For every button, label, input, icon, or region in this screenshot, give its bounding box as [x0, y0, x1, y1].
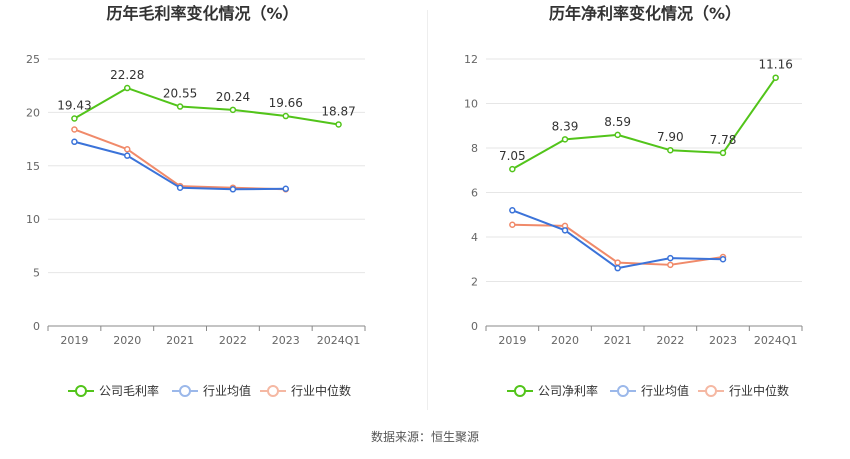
x-tick-label: 2019 — [498, 334, 526, 347]
y-tick-label: 20 — [26, 106, 40, 119]
chart-title-gross-margin: 历年毛利率变化情况（%） — [106, 4, 299, 23]
net-data-point — [772, 74, 779, 81]
net-data-point — [719, 149, 727, 157]
gross-series-line-0 — [73, 87, 339, 126]
y-tick-label: 10 — [464, 98, 478, 111]
gross-data-point — [229, 106, 237, 114]
legend-swatch-marker — [617, 385, 629, 397]
legend-label: 行业中位数 — [291, 383, 351, 398]
net-data-label: 11.16 — [758, 58, 792, 72]
x-tick-label: 2020 — [551, 334, 579, 347]
y-tick-label: 0 — [471, 320, 478, 333]
net-data-point — [614, 259, 621, 266]
gross-data-label: 19.66 — [269, 96, 303, 110]
y-tick-label: 25 — [26, 53, 40, 66]
legend-swatch-marker — [267, 385, 279, 397]
y-tick-label: 5 — [33, 267, 40, 280]
legend-swatch-marker — [75, 385, 87, 397]
gross-data-point — [124, 84, 131, 92]
y-tick-label: 12 — [464, 53, 478, 66]
legend-swatch-marker — [705, 385, 717, 397]
x-tick-label: 2019 — [60, 334, 88, 347]
x-tick-label: 2021 — [604, 334, 632, 347]
gross-data-label: 19.43 — [57, 98, 91, 112]
net-data-point — [667, 261, 674, 269]
legend-label: 行业中位数 — [729, 383, 789, 398]
gross-data-label: 20.24 — [216, 90, 250, 104]
gross-data-point — [71, 138, 78, 146]
x-tick-label: 2024Q1 — [317, 334, 361, 347]
y-tick-label: 0 — [33, 320, 40, 333]
gross-data-point — [229, 186, 237, 193]
net-data-point — [719, 256, 727, 263]
y-tick-label: 8 — [471, 142, 478, 155]
x-tick-label: 2022 — [656, 334, 684, 347]
legend-label: 行业均值 — [203, 383, 251, 398]
net-data-point — [509, 207, 516, 214]
gross-data-point — [124, 152, 131, 159]
chart-title-net-margin: 历年净利率变化情况（%） — [548, 4, 742, 23]
x-tick-label: 2021 — [166, 334, 194, 347]
y-tick-label: 15 — [26, 160, 40, 173]
gross-data-label: 18.87 — [321, 104, 355, 118]
y-tick-label: 2 — [471, 276, 478, 289]
x-tick-label: 2020 — [113, 334, 141, 347]
gross-data-label: 22.28 — [110, 68, 144, 82]
x-tick-label: 2023 — [272, 334, 300, 347]
gross-data-point — [124, 145, 131, 153]
x-tick-label: 2024Q1 — [754, 334, 798, 347]
net-series-line-0 — [511, 77, 777, 171]
y-tick-label: 6 — [471, 187, 478, 200]
legend-label: 公司净利率 — [538, 383, 598, 398]
net-data-label: 7.05 — [499, 149, 526, 163]
y-tick-label: 10 — [26, 213, 40, 226]
net-data-point — [667, 146, 674, 154]
net-data-point — [561, 227, 569, 234]
net-data-point — [509, 221, 516, 229]
legend-swatch-marker — [514, 385, 526, 397]
gross-margin-chart: 0 5 10 15 20 25 2019 2020 2021 2022 2023 2024Q1 19.4… — [26, 53, 366, 398]
gross-data-point — [176, 103, 184, 110]
legend-swatch-marker — [179, 385, 191, 397]
net-data-point — [561, 136, 569, 143]
net-data-point — [667, 254, 674, 262]
gross-data-point — [335, 121, 342, 128]
net-data-point — [614, 264, 621, 272]
gross-data-label: 20.55 — [163, 87, 197, 101]
net-data-point — [509, 165, 516, 173]
net-margin-chart: 0 2 4 6 8 10 12 2019 2020 2021 2022 2023 2024Q1 7.05 8… — [464, 53, 803, 398]
net-data-point — [614, 131, 621, 139]
net-data-label: 7.78 — [710, 133, 737, 147]
panel-divider — [427, 10, 428, 410]
x-tick-label: 2022 — [219, 334, 247, 347]
net-data-label: 7.90 — [657, 130, 684, 144]
net-data-label: 8.39 — [552, 119, 579, 133]
x-tick-label: 2023 — [709, 334, 737, 347]
gross-data-point — [282, 112, 289, 120]
gross-data-point — [71, 115, 78, 122]
gross-data-point — [176, 184, 184, 191]
y-tick-label: 4 — [471, 231, 478, 244]
legend-label: 行业均值 — [641, 383, 689, 398]
gross-data-point — [282, 185, 289, 193]
data-source: 数据来源：恒生聚源 — [370, 430, 479, 444]
net-data-label: 8.59 — [604, 115, 631, 129]
legend-label: 公司毛利率 — [99, 383, 159, 398]
gross-data-point — [71, 126, 78, 133]
